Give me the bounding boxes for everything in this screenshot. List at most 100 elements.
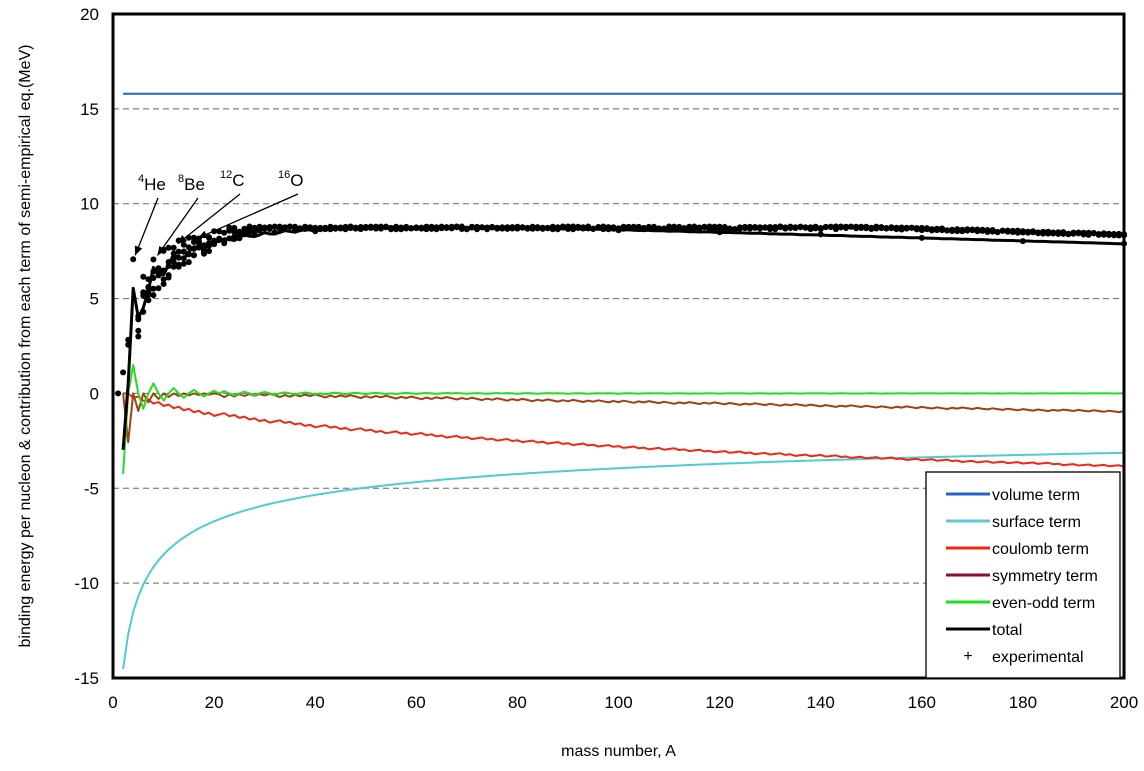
experimental-point (949, 227, 955, 233)
experimental-point (120, 369, 126, 375)
experimental-point (671, 224, 677, 230)
annotation-label: 4He (138, 173, 166, 194)
experimental-point (181, 242, 187, 248)
experimental-point (757, 226, 763, 232)
experimental-point (171, 251, 177, 257)
y-tick-label: -5 (84, 479, 99, 498)
experimental-point (145, 297, 151, 303)
experimental-point (1106, 231, 1112, 237)
annotation-sup: 12 (220, 169, 232, 181)
experimental-point (479, 224, 485, 230)
experimental-point (231, 229, 237, 235)
experimental-point (737, 224, 743, 230)
legend-label: surface term (992, 514, 1081, 531)
experimental-point (616, 225, 622, 231)
experimental-point (115, 390, 121, 396)
annotation-base: C (232, 171, 244, 190)
experimental-point (150, 269, 156, 275)
experimental-point (1020, 230, 1026, 236)
experimental-point (434, 226, 440, 232)
experimental-point (267, 224, 273, 230)
x-tick-label: 20 (205, 693, 224, 712)
x-tick-label: 80 (508, 693, 527, 712)
experimental-point (722, 225, 728, 231)
annotation-sup: 16 (278, 169, 290, 181)
experimental-point (959, 228, 965, 234)
y-tick-label: -10 (74, 574, 99, 593)
experimental-point (878, 224, 884, 230)
experimental-point (691, 224, 697, 230)
experimental-points (115, 224, 1127, 397)
experimental-point (610, 224, 616, 230)
experimental-point (525, 226, 531, 232)
series-total (123, 227, 1124, 450)
experimental-point (140, 309, 146, 315)
y-tick-label: 10 (80, 195, 99, 214)
experimental-point (489, 224, 495, 230)
experimental-point (767, 226, 773, 232)
experimental-point (241, 226, 247, 232)
experimental-point (813, 224, 819, 230)
experimental-point (535, 225, 541, 231)
experimental-point (661, 226, 667, 232)
experimental-point (171, 245, 177, 251)
legend-label: total (992, 622, 1022, 639)
experimental-point (135, 334, 141, 340)
experimental-point (262, 226, 268, 232)
experimental-point (469, 225, 475, 231)
experimental-point (964, 227, 970, 233)
experimental-point (145, 276, 151, 282)
annotation-base: Be (184, 175, 205, 194)
experimental-point (939, 226, 945, 232)
experimental-point (161, 281, 167, 287)
x-axis-title: mass number, A (561, 743, 676, 760)
experimental-point (894, 226, 900, 232)
experimental-point (150, 275, 156, 281)
experimental-point (181, 255, 187, 261)
experimental-point (272, 229, 278, 235)
experimental-point (600, 224, 606, 230)
annotation-base: He (144, 175, 166, 194)
experimental-point (156, 272, 162, 278)
series-symmetry-term (123, 393, 1124, 442)
experimental-point (1020, 238, 1026, 244)
experimental-point (358, 224, 364, 230)
experimental-point (423, 226, 429, 232)
experimental-point (1116, 233, 1122, 239)
experimental-point (570, 225, 576, 231)
experimental-point (985, 229, 991, 235)
experimental-point (166, 245, 172, 251)
experimental-point (919, 235, 925, 241)
experimental-point (656, 225, 662, 231)
experimental-point (646, 225, 652, 231)
annotation-label: 12C (220, 169, 245, 190)
y-axis-title: binding energy per nucleon & contributio… (17, 45, 34, 648)
experimental-point (150, 257, 156, 263)
x-tick-label: 140 (807, 693, 835, 712)
experimental-point (681, 225, 687, 231)
x-tick-label: 180 (1009, 693, 1037, 712)
y-tick-label: 5 (90, 290, 99, 309)
experimental-point (873, 224, 879, 230)
experimental-point (828, 224, 834, 230)
experimental-point (919, 227, 925, 233)
experimental-point (353, 226, 359, 232)
experimental-point (398, 225, 404, 231)
x-tick-label: 60 (407, 693, 426, 712)
experimental-point (701, 224, 707, 230)
x-tick-label: 160 (908, 693, 936, 712)
experimental-point (1086, 232, 1092, 238)
experimental-point (130, 256, 136, 262)
experimental-point (818, 225, 824, 231)
experimental-point (1030, 229, 1036, 235)
x-tick-label: 0 (108, 693, 117, 712)
x-tick-label: 200 (1110, 693, 1138, 712)
experimental-point (191, 252, 197, 258)
experimental-point (140, 274, 146, 280)
experimental-point (1076, 230, 1082, 236)
experimental-point (221, 230, 227, 236)
experimental-point (226, 235, 232, 241)
experimental-point (166, 272, 172, 278)
